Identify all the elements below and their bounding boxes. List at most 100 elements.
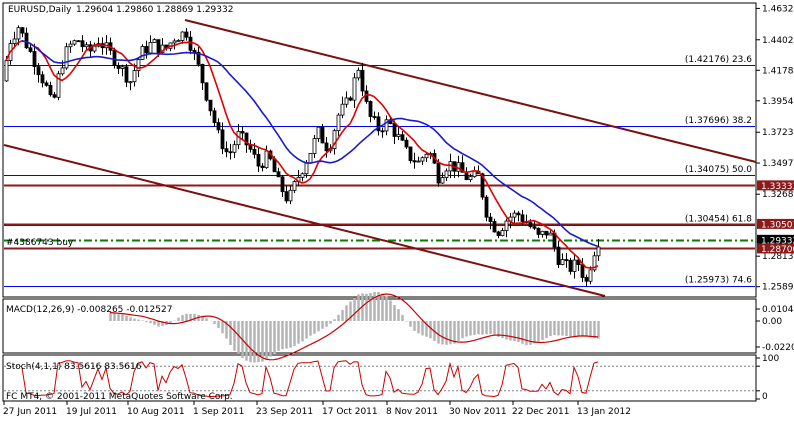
candle-body [304,162,309,175]
candle-body [12,38,17,44]
candle-body [288,189,293,202]
macd-tick-label: 0.00 [762,317,782,327]
candle-body [500,230,505,236]
candle-body [480,173,485,198]
price-tick-label: 1.32680 [762,190,794,200]
candle-body [292,181,297,191]
candle-body [424,153,429,159]
candle-body [240,131,245,134]
stochastic-indicator: 100 0 [4,354,779,402]
price-tick-label: 1.39540 [762,97,794,107]
candle-body [32,51,37,68]
candle-body [144,46,149,54]
candle-body [384,119,389,132]
candle-body [572,259,577,272]
trend-channel[interactable] [3,19,757,297]
candle-body [124,66,129,83]
candle-body [356,69,361,79]
channel-lower-line[interactable] [3,144,606,297]
candle-body [460,162,465,173]
candle-body [184,31,189,38]
candle-body [260,165,265,169]
candle-body [52,94,57,98]
candle-body [152,39,157,43]
price-tick-label: 1.34970 [762,159,794,169]
candle-body [132,70,137,83]
candle-body [84,44,89,48]
candle-body [228,151,233,154]
candle-body [528,222,533,228]
stoch-label: Stoch(4,1,1) 83.5616 83.5616 [6,362,142,372]
candle-body [264,150,269,169]
price-tick-label: 1.44020 [762,36,794,46]
candle-body [556,246,561,265]
candle-body [400,134,405,141]
candle-body [548,232,553,236]
candle-body [576,259,581,265]
candle-body [308,153,313,164]
candle-body [252,148,257,155]
fib-label: (1.37696) 38.2 [685,116,752,126]
candle-body [564,259,569,261]
stoch-panel-border [2,354,757,402]
candle-body [64,46,69,69]
candle-body [456,162,461,172]
candle-body [360,69,365,92]
price-tick-label: 1.28130 [762,252,794,262]
candle-body [60,67,65,75]
time-tick-label: 19 Jul 2011 [66,407,117,417]
candle-body [136,59,141,72]
candle-body [76,40,81,43]
candle-body [408,146,413,162]
time-tick-label: 23 Sep 2011 [256,407,313,417]
candle-body [324,142,329,152]
price-badge-label: 1.28700 [761,245,794,255]
price-badge-label: 1.33333 [761,182,794,192]
candle-body [192,49,197,53]
candle-body [412,160,417,163]
price-badge [757,234,794,245]
time-tick-label: 30 Nov 2011 [449,407,507,417]
candle-body [272,158,277,173]
channel-upper-line[interactable] [184,19,757,163]
horizontal-levels[interactable] [4,65,755,287]
candle-body [196,51,201,65]
candle-body [540,230,545,235]
candle-body [372,116,377,118]
price-badge [757,243,794,254]
candle-body [560,259,565,265]
price-tick-label: 1.37230 [762,128,794,138]
candle-body [544,230,549,236]
candle-body [280,176,285,193]
price-tick-label: 1.46323 [762,4,794,14]
candle-body [16,27,21,40]
fib-label: (1.30454) 61.8 [685,215,752,225]
candle-body [376,116,381,132]
candle-body [36,66,41,76]
candle-body [276,171,281,178]
candle-body [212,110,217,123]
price-badge-label: 1.29332 [761,236,794,246]
candle-body [392,123,397,137]
candle-body [112,49,117,66]
candle-body [28,47,33,52]
header-symbol: EURUSD,Daily [8,5,72,15]
candle-body [416,160,421,163]
candle-body [472,170,477,178]
candle-body [464,171,469,181]
candle-body [208,99,213,112]
candlesticks [4,25,601,287]
fib-label: (1.34075) 50.0 [685,165,752,175]
candle-body [484,196,489,218]
candle-body [24,32,29,49]
candle-body [224,148,229,153]
candle-body [580,264,585,278]
candle-body [92,45,97,52]
candle-body [380,130,385,133]
order-label: #4386743 buy [6,238,74,248]
time-tick-label: 10 Aug 2011 [127,407,185,417]
candle-body [436,162,441,184]
